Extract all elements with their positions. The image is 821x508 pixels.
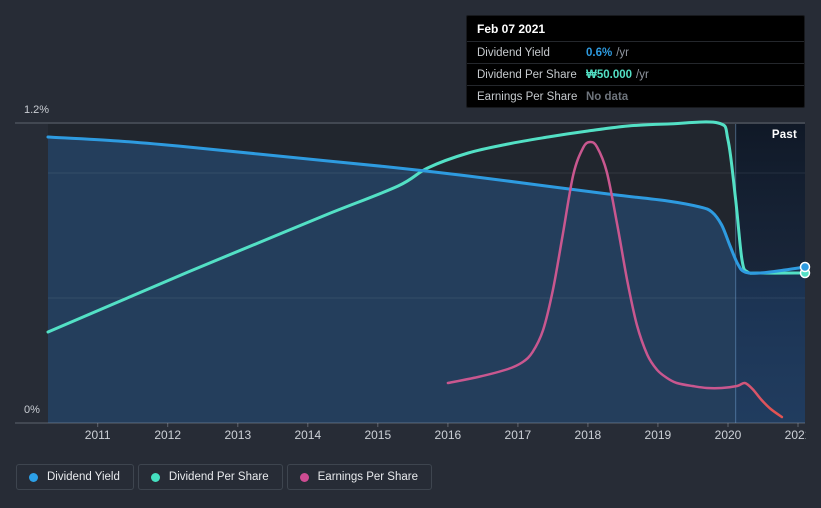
x-axis-label-2020: 2020 [714,428,742,442]
dividend-yield-area [48,137,805,423]
chart-legend: Dividend Yield Dividend Per Share Earnings… [16,464,432,490]
legend-dot-icon [299,472,309,482]
legend-item-dividend-per-share[interactable]: Dividend Per Share [137,464,283,490]
x-axis-label-2019: 2019 [644,428,672,442]
tooltip-row-value: No data [586,90,629,103]
tooltip-row: Dividend Yield 0.6%/yr [467,41,804,63]
x-axis-label-2017: 2017 [504,428,532,442]
dividend-yield-line [46,135,807,275]
plot-background [48,124,805,423]
x-axis-label-2014: 2014 [294,428,322,442]
tooltip-row-label: Earnings Per Share [477,90,578,103]
tooltip-row-value: 0.6% [586,46,613,59]
earnings-per-share-line [446,140,784,419]
legend-item-label: Dividend Per Share [168,471,269,483]
past-region-label: Past [771,129,797,141]
tooltip-row-unit: /yr [636,68,649,81]
legend-dot-icon [29,472,38,482]
dividend-yield-end-marker [799,261,811,273]
x-axis-label-2021: 2021 [784,428,806,442]
x-axis-label-2011: 2011 [84,428,111,442]
chart-tooltip: Feb 07 2021 Dividend Yield 0.6%/yr Dividen… [466,15,805,108]
x-axis-label-2013: 2013 [224,428,252,442]
x-axis-label-2018: 2018 [574,428,602,442]
legend-item-label: Earnings Per Share [317,471,418,483]
legend-item-dividend-yield[interactable]: Dividend Yield [16,464,134,490]
y-axis-label-min: 0% [24,404,40,416]
tooltip-row: Dividend Per Share ₩50.000/yr [467,63,804,85]
tooltip-row-label: Dividend Yield [477,46,550,59]
y-axis-label-max: 1.2% [24,104,50,116]
x-axis-label-2016: 2016 [434,428,462,442]
tooltip-date: Feb 07 2021 [477,22,546,36]
tooltip-row-unit: /yr [616,46,629,59]
x-axis-label-2015: 2015 [364,428,392,442]
legend-item-label: Dividend Yield [47,471,120,483]
legend-dot-icon [150,472,160,482]
legend-item-earnings-per-share[interactable]: Earnings Per Share [286,464,432,490]
x-axis: 2011 2012 2013 2014 2015 2016 2017 2018 2019 2020… [0,428,806,446]
x-axis-label-2012: 2012 [154,428,182,442]
tooltip-row-value: ₩50.000 [586,68,633,81]
tooltip-row-label: Dividend Per Share [477,68,577,81]
dividend-per-share-line [46,120,807,334]
tooltip-row: Earnings Per Share No data [467,85,804,107]
